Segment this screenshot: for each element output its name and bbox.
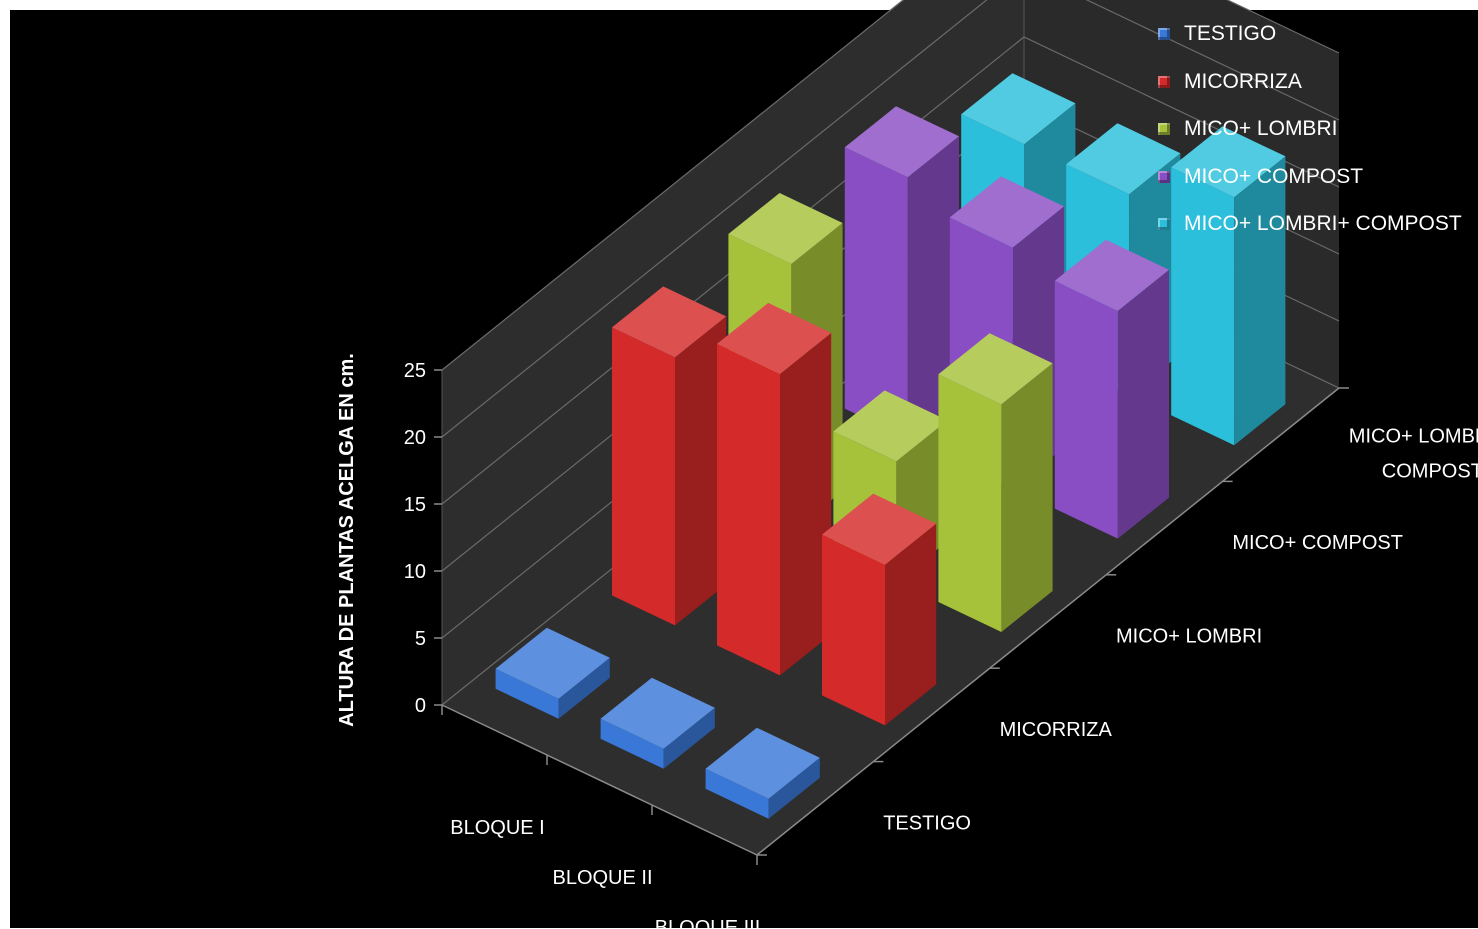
column-side-face [907, 136, 959, 439]
column-side-face [1117, 269, 1169, 539]
column-top-face [1066, 123, 1181, 195]
legend-label: TESTIGO [1184, 22, 1277, 45]
column-top-face [938, 333, 1053, 405]
legend-swatch [1158, 75, 1170, 88]
column-0-3 [844, 106, 959, 439]
legend-item: TESTIGO [1158, 22, 1462, 46]
column-side-face [780, 332, 832, 676]
column-front-face [938, 374, 1002, 632]
column-top-face [600, 677, 715, 749]
legend: TESTIGO MICORRIZA MICO+ LOMBRI MICO+ COMPOS… [1158, 22, 1462, 260]
depth-axis-label: MICO+ LOMBRI [1116, 626, 1262, 648]
depth-axis-label: MICO+ LOMBRI+COMPOST [1349, 426, 1478, 483]
gridline [441, 0, 1340, 438]
category-label: BLOQUE III [655, 917, 761, 929]
column-side-face [558, 657, 610, 719]
legend-label: MICO+ LOMBRI+ COMPOST [1184, 212, 1462, 235]
depth-axis-label: MICORRIZA [1000, 719, 1113, 741]
column-front-face [1054, 280, 1118, 539]
y-tick-label: 20 [404, 427, 426, 449]
column-0-0 [495, 627, 610, 719]
y-tick-label: 0 [415, 695, 426, 717]
column-side-face [885, 523, 937, 726]
column-front-face [600, 718, 664, 769]
column-top-face [822, 493, 937, 565]
column-side-face [663, 707, 715, 769]
column-top-face [705, 727, 820, 799]
column-2-3 [1054, 239, 1169, 539]
column-side-face [675, 316, 727, 626]
column-top-face [961, 73, 1076, 145]
column-top-face [717, 302, 832, 374]
column-2-2 [938, 333, 1053, 632]
column-top-face [728, 193, 843, 264]
column-top-face [949, 176, 1064, 248]
column-2-0 [705, 727, 820, 819]
legend-item: MICO+ LOMBRI+ COMPOST [1158, 212, 1462, 236]
column-top-face [1054, 239, 1169, 311]
legend-item: MICO+ COMPOST [1158, 165, 1462, 189]
y-tick-label: 25 [404, 360, 426, 382]
legend-swatch [1158, 170, 1170, 183]
column-front-face [612, 327, 675, 626]
column-1-0 [600, 677, 715, 769]
column-top-face [1171, 126, 1286, 198]
column-top-face [612, 286, 727, 358]
x-axis-line [441, 704, 758, 856]
y-axis-title: ALTURA DE PLANTAS ACELGA EN cm. [336, 353, 358, 727]
legend-swatch [1158, 218, 1170, 230]
y-tick-label: 10 [404, 561, 426, 583]
legend-label: MICORRIZA [1184, 69, 1302, 93]
column-side-face [1001, 363, 1053, 632]
legend-swatch [1158, 123, 1170, 135]
depth-axis-label: TESTIGO [883, 812, 971, 834]
column-2-1 [822, 493, 937, 726]
column-top-face [844, 106, 959, 178]
column-front-face [1171, 167, 1235, 446]
column-front-face [495, 668, 559, 719]
category-label: BLOQUE I [450, 817, 544, 839]
legend-item: MICO+ LOMBRI [1158, 117, 1462, 141]
y-tick-label: 5 [415, 628, 426, 650]
legend-label: MICO+ LOMBRI [1184, 117, 1338, 140]
y-tick-label: 15 [404, 494, 426, 516]
column-front-face [717, 343, 780, 676]
column-front-face [844, 147, 908, 439]
depth-axis-line [756, 387, 1340, 856]
column-side-face [768, 757, 820, 819]
legend-item: MICORRIZA [1158, 70, 1462, 94]
legend-label: MICO+ COMPOST [1184, 164, 1364, 188]
category-label: BLOQUE II [552, 867, 652, 889]
column-top-face [833, 390, 948, 462]
column-front-face [822, 534, 885, 726]
column-0-1 [612, 286, 727, 626]
column-top-face [495, 627, 610, 699]
gridline [441, 0, 1340, 371]
column-side-face [1234, 156, 1286, 446]
column-2-4 [1171, 126, 1286, 446]
column-1-1 [717, 302, 832, 676]
column-front-face [705, 768, 769, 819]
depth-axis-label: MICO+ COMPOST [1232, 532, 1403, 554]
legend-swatch [1158, 28, 1170, 40]
